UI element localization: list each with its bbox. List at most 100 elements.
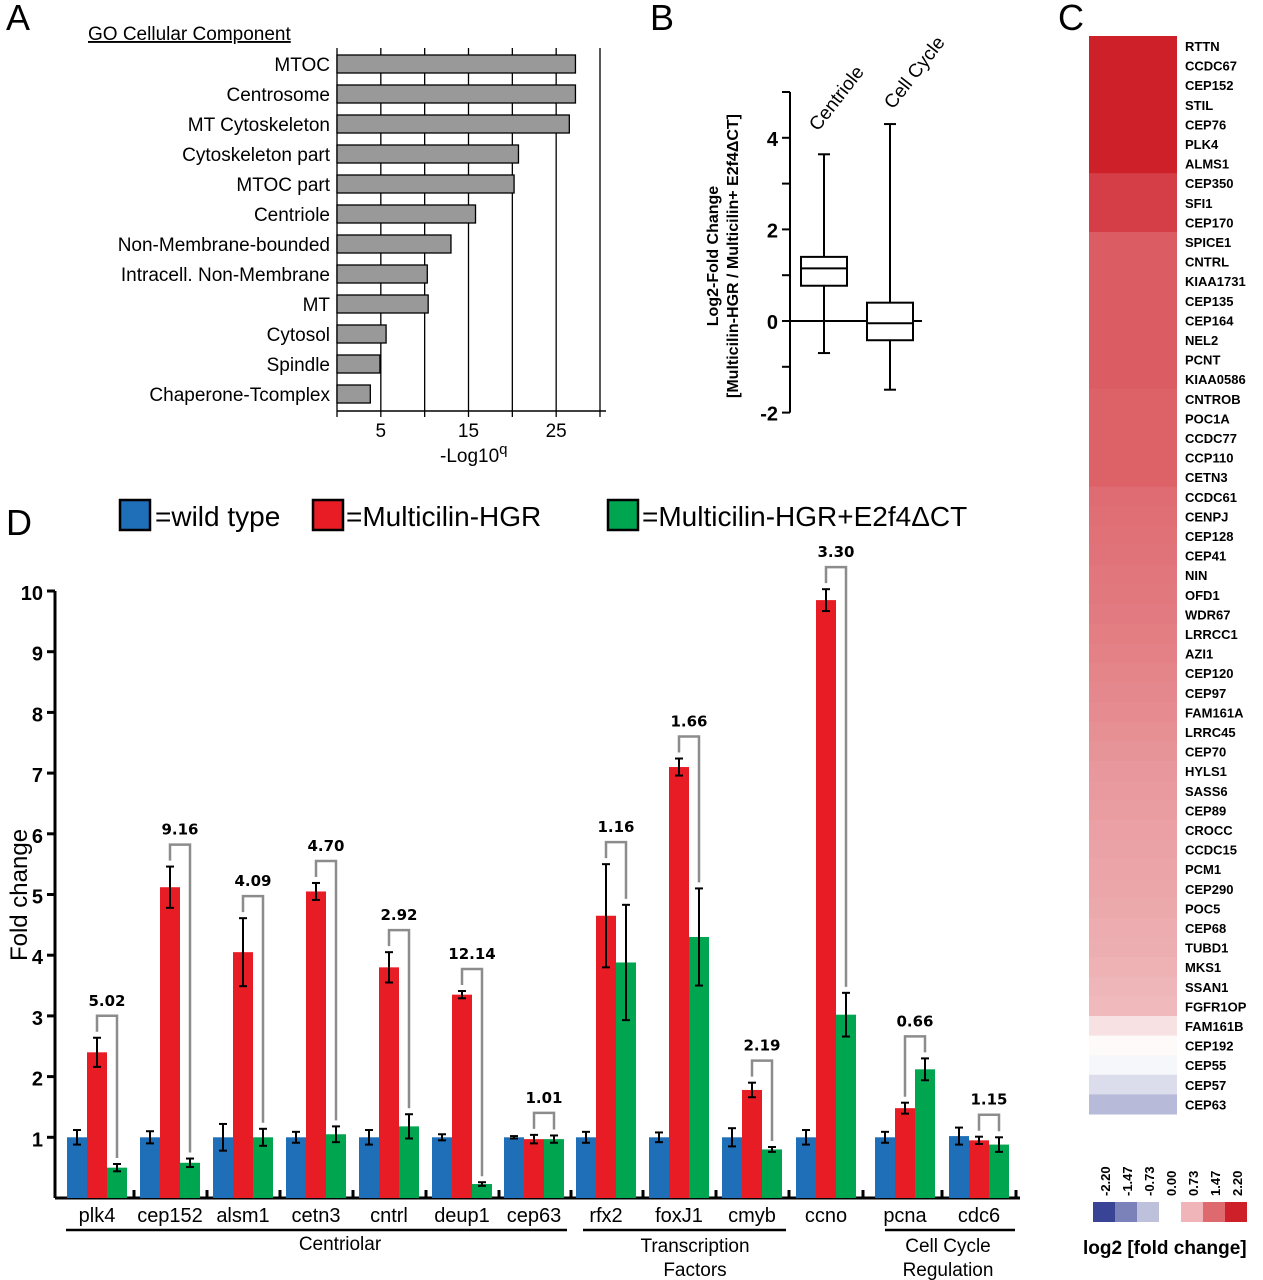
ratio-bracket [604, 840, 628, 899]
gene-label: SFI1 [1185, 196, 1212, 211]
go-bar [336, 114, 570, 134]
bar-multicilin_e2f4 [326, 1134, 346, 1198]
panel-d-bars: 5.02 9.16 4.09 4.70 2.92 12.14 1.01 1.16 1.66 2.1… [67, 543, 1009, 1198]
gene-label: CEP57 [1185, 1078, 1226, 1093]
ratio-bracket [532, 1111, 556, 1130]
bar-wild_type [213, 1137, 233, 1198]
legend-swatch-multicilin [311, 498, 345, 532]
y-tick-label: 4 [32, 947, 44, 969]
category-label: pcna [883, 1205, 927, 1227]
ratio-annotation: 4.70 [307, 837, 344, 855]
x-axis-label-text: -Log10 [440, 446, 499, 467]
gene-label: NIN [1185, 568, 1207, 583]
bar-multicilin_e2f4 [253, 1137, 273, 1198]
go-bar [336, 84, 577, 104]
gene-label: FAM161A [1185, 705, 1244, 720]
ratio-bracket [977, 1113, 1001, 1132]
gene-label: SASS6 [1185, 784, 1228, 799]
ratio-bracket [168, 843, 192, 1153]
panel-letter-d: D [6, 502, 32, 543]
panel-d-category-labels: plk4 cep152 alsm1 cetn3 cntrl deup1 cep63 rfx2 f… [79, 1205, 1000, 1227]
heatmap-cell [1089, 447, 1177, 468]
heatmap-cell [1089, 702, 1177, 723]
ratio-annotation: 1.01 [525, 1089, 562, 1107]
y-tick-label: 8 [32, 704, 43, 726]
bar-multicilin [596, 915, 616, 1198]
ratio-bracket [95, 1014, 119, 1159]
iqr-box [800, 255, 848, 287]
gene-label: POC1A [1185, 411, 1230, 426]
gene-label: LRRC45 [1185, 725, 1236, 740]
go-bar [336, 144, 520, 164]
go-category-label: Cytosol [267, 325, 330, 346]
bar-wild_type [359, 1137, 379, 1198]
bar-wild_type [432, 1137, 452, 1198]
panel-a-category-labels: MTOC Centrosome MT Cytoskeleton Cytoskeleto… [118, 55, 331, 406]
heatmap-cell [1089, 486, 1177, 507]
bar-group-deup1: 12.14 [432, 945, 496, 1198]
gene-label: CEP152 [1185, 78, 1233, 93]
heatmap-cell [1089, 349, 1177, 370]
go-category-label: Centriole [254, 205, 330, 226]
bar-wild_type [875, 1137, 895, 1198]
category-label: alsm1 [216, 1205, 269, 1227]
heatmap-cell [1089, 878, 1177, 899]
bar-wild_type [796, 1137, 816, 1198]
gene-label: CEP89 [1185, 803, 1226, 818]
legend-label-multicilin_e2f4: =Multicilin-HGR+E2f4ΔCT [642, 501, 967, 532]
bar-group-cntrl: 2.92 [359, 906, 419, 1198]
y-tick-label: 10 [21, 583, 43, 605]
heatmap-cell [1089, 526, 1177, 547]
bar-wild_type [649, 1137, 669, 1198]
bar-multicilin [160, 887, 180, 1198]
category-label: cntrl [370, 1205, 408, 1227]
legend-swatch [1225, 1202, 1247, 1222]
gene-label: CEP41 [1185, 549, 1226, 564]
legend-label-multicilin: =Multicilin-HGR [346, 501, 541, 532]
heatmap-cell [1089, 722, 1177, 743]
ratio-annotation: 1.15 [970, 1091, 1007, 1109]
heatmap-color-legend: -2.20 -1.47 -0.73 0.00 0.73 1.47 2.20 [1093, 1166, 1247, 1222]
gene-label: CENPJ [1185, 509, 1228, 524]
heatmap-cell [1089, 545, 1177, 566]
bar-multicilin [524, 1139, 544, 1198]
panel-d-group-labels: Centriolar Transcription Factors Cell Cycle… [66, 1228, 1015, 1280]
gene-label: CEP97 [1185, 686, 1226, 701]
panel-letter-c: C [1058, 0, 1084, 38]
gene-label: CCDC67 [1185, 59, 1237, 74]
legend-swatch [1203, 1202, 1225, 1222]
bar-multicilin_e2f4 [180, 1162, 200, 1198]
category-label: ccno [805, 1205, 847, 1227]
gene-label: CROCC [1185, 823, 1233, 838]
x-tick-label: 15 [458, 421, 479, 442]
ratio-bracket [903, 1035, 927, 1097]
gene-label: NEL2 [1185, 333, 1218, 348]
y-tick-label: 6 [32, 826, 43, 848]
category-label: deup1 [434, 1205, 490, 1227]
bar-multicilin [87, 1052, 107, 1198]
legend-tick-label: 1.47 [1208, 1171, 1223, 1196]
bar-multicilin_e2f4 [915, 1069, 935, 1198]
heatmap-cell [1089, 290, 1177, 311]
legend-swatch [1093, 1202, 1115, 1222]
gene-label: OFD1 [1185, 588, 1220, 603]
iqr-box [866, 301, 914, 342]
box-centriole [800, 153, 848, 355]
heatmap-cell [1089, 820, 1177, 841]
bar-multicilin_e2f4 [689, 936, 709, 1198]
gene-label: CNTROB [1185, 392, 1241, 407]
panel-b-boxplot: Log2-Fold Change [Multicilin-HGR / Multi… [705, 33, 950, 426]
heatmap-cell [1089, 153, 1177, 174]
bar-group-rfx2: 1.16 [576, 818, 636, 1198]
x-tick-label: 25 [546, 421, 567, 442]
ratio-annotation: 2.92 [380, 906, 417, 924]
heatmap-cell [1089, 506, 1177, 527]
legend-tick-label: 0.73 [1186, 1171, 1201, 1196]
y-tick-label: 0 [767, 312, 778, 334]
heatmap-cell [1089, 839, 1177, 860]
heatmap-cell [1089, 232, 1177, 253]
legend-label-wild_type: =wild type [155, 501, 280, 532]
heatmap-cell [1089, 780, 1177, 801]
gene-label: PLK4 [1185, 137, 1219, 152]
bar-wild_type [504, 1137, 524, 1198]
